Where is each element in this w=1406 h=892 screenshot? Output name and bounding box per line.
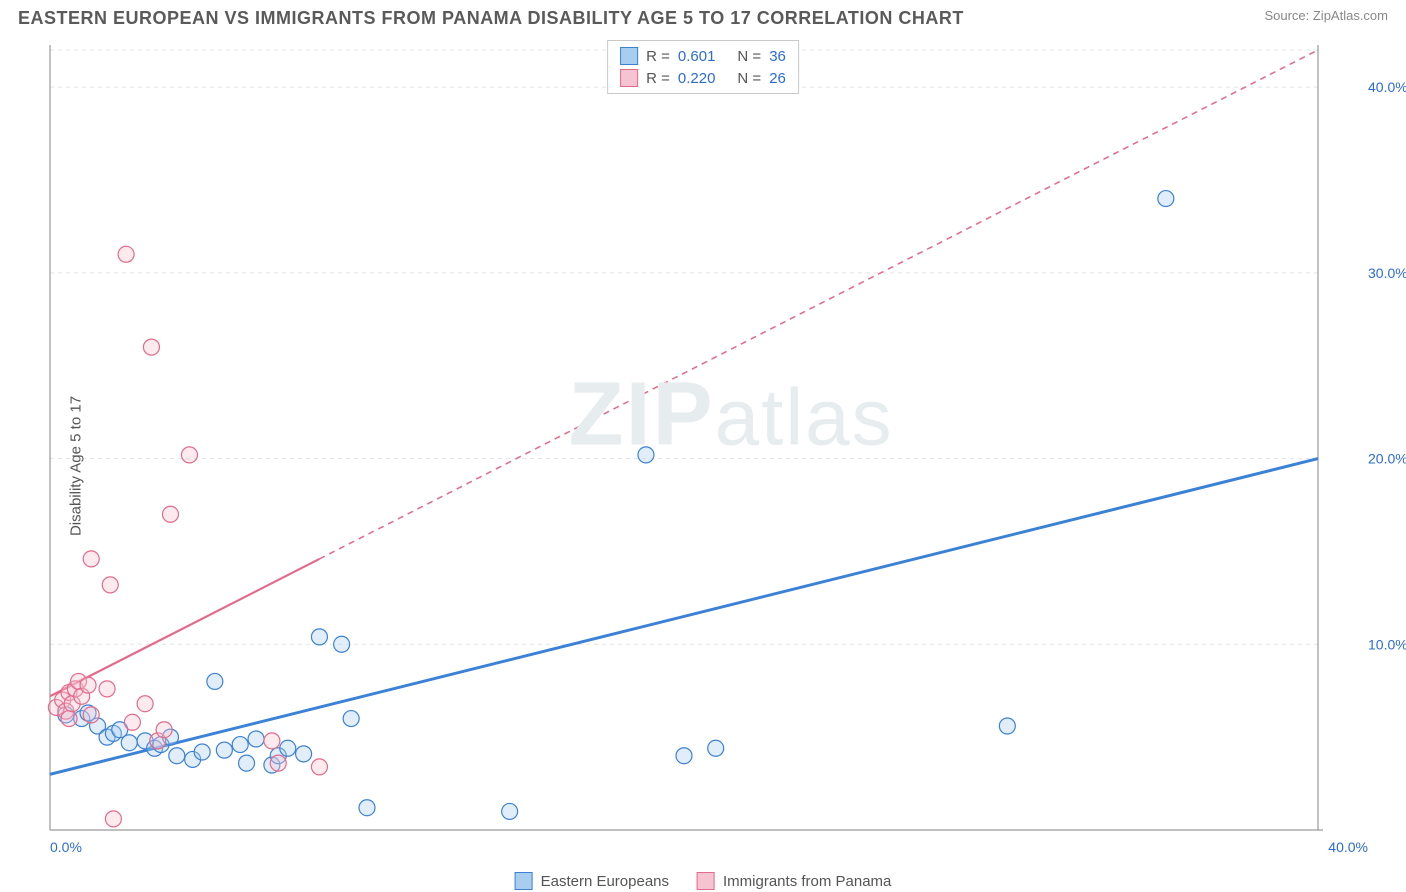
legend-item-immigrants_panama: Immigrants from Panama [697, 872, 891, 890]
r-label: R = [646, 70, 670, 87]
legend-label: Immigrants from Panama [723, 873, 891, 890]
svg-text:40.0%: 40.0% [1368, 79, 1406, 95]
legend-label: Eastern Europeans [541, 873, 669, 890]
n-label: N = [737, 48, 761, 65]
r-value: 0.601 [678, 48, 716, 65]
legend-row-immigrants_panama: R = 0.220 N = 26 [620, 67, 786, 89]
legend-item-eastern_europeans: Eastern Europeans [515, 872, 669, 890]
y-axis-label: Disability Age 5 to 17 [68, 396, 85, 536]
svg-text:10.0%: 10.0% [1368, 636, 1406, 652]
svg-text:0.0%: 0.0% [50, 839, 82, 855]
legend-swatch [620, 69, 638, 87]
series-legend: Eastern Europeans Immigrants from Panama [515, 872, 892, 890]
legend-swatch [515, 872, 533, 890]
svg-text:40.0%: 40.0% [1328, 839, 1368, 855]
chart-title: EASTERN EUROPEAN VS IMMIGRANTS FROM PANA… [18, 8, 964, 29]
legend-swatch [697, 872, 715, 890]
svg-text:30.0%: 30.0% [1368, 265, 1406, 281]
n-value: 36 [769, 48, 786, 65]
source-prefix: Source: [1264, 8, 1312, 23]
n-value: 26 [769, 70, 786, 87]
source-attribution: Source: ZipAtlas.com [1264, 8, 1388, 23]
r-value: 0.220 [678, 70, 716, 87]
source-link[interactable]: ZipAtlas.com [1313, 8, 1388, 23]
legend-swatch [620, 47, 638, 65]
correlation-legend: R = 0.601 N = 36 R = 0.220 N = 26 [607, 40, 799, 94]
scatter-chart: 10.0% 20.0% 30.0% 40.0% 0.0% 40.0% [0, 40, 1406, 892]
chart-container: Disability Age 5 to 17 ZIPatlas 10.0%20.… [0, 40, 1406, 892]
legend-row-eastern_europeans: R = 0.601 N = 36 [620, 45, 786, 67]
n-label: N = [737, 70, 761, 87]
svg-text:20.0%: 20.0% [1368, 451, 1406, 467]
r-label: R = [646, 48, 670, 65]
